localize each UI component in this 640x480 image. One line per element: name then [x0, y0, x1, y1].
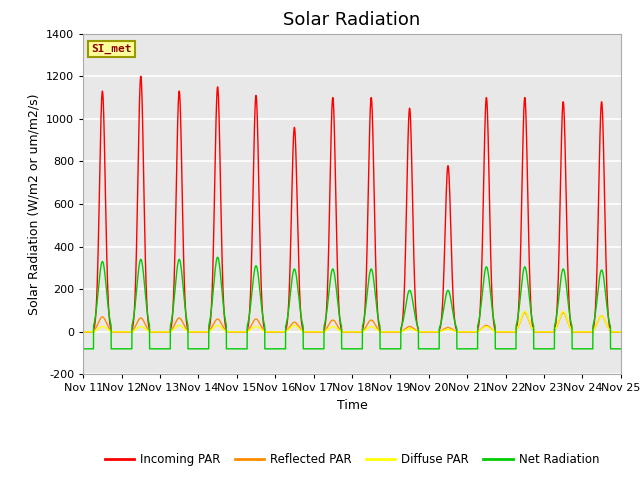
Line: Diffuse PAR: Diffuse PAR [83, 312, 621, 332]
Y-axis label: Solar Radiation (W/m2 or um/m2/s): Solar Radiation (W/m2 or um/m2/s) [28, 93, 40, 315]
Diffuse PAR [319, 329, 326, 335]
Diffuse PAR [314, 329, 322, 335]
Legend: Incoming PAR, Reflected PAR, Diffuse PAR, Net Radiation: Incoming PAR, Reflected PAR, Diffuse PAR… [100, 448, 604, 471]
Incoming PAR [425, 329, 433, 335]
Incoming PAR [361, 310, 369, 316]
Reflected PAR [425, 329, 433, 335]
Reflected PAR [79, 329, 87, 335]
Net Radiation [79, 346, 87, 352]
Incoming PAR [148, 329, 156, 335]
Incoming PAR [137, 73, 145, 79]
Net Radiation [314, 346, 322, 352]
Diffuse PAR [148, 329, 156, 335]
Reflected PAR [319, 329, 326, 335]
Incoming PAR [79, 329, 87, 335]
Line: Net Radiation: Net Radiation [83, 257, 621, 349]
Diffuse PAR [425, 329, 433, 335]
Diffuse PAR [617, 329, 625, 335]
Diffuse PAR [559, 309, 567, 314]
Diffuse PAR [361, 327, 369, 333]
Reflected PAR [559, 310, 567, 315]
Net Radiation [214, 254, 221, 260]
Reflected PAR [617, 329, 625, 335]
Incoming PAR [449, 274, 456, 279]
Net Radiation [425, 346, 433, 352]
Net Radiation [449, 305, 456, 311]
Diffuse PAR [448, 327, 456, 333]
X-axis label: Time: Time [337, 399, 367, 412]
Diffuse PAR [79, 329, 87, 335]
Incoming PAR [319, 329, 326, 335]
Net Radiation [148, 346, 156, 352]
Reflected PAR [148, 329, 156, 335]
Net Radiation [361, 312, 369, 318]
Line: Incoming PAR: Incoming PAR [83, 76, 621, 332]
Net Radiation [319, 346, 326, 352]
Reflected PAR [314, 329, 322, 335]
Incoming PAR [617, 329, 625, 335]
Reflected PAR [448, 326, 456, 332]
Net Radiation [617, 346, 625, 352]
Text: SI_met: SI_met [92, 44, 132, 54]
Title: Solar Radiation: Solar Radiation [284, 11, 420, 29]
Line: Reflected PAR: Reflected PAR [83, 312, 621, 332]
Incoming PAR [314, 329, 322, 335]
Reflected PAR [361, 326, 369, 332]
